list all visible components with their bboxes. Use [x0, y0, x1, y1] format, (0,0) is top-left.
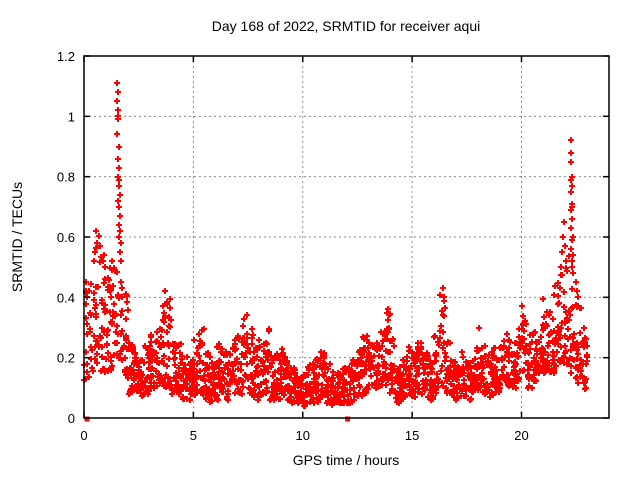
x-axis-label: GPS time / hours [293, 452, 400, 468]
y-tick-label: 0.6 [57, 230, 75, 245]
axes: 0 5 10 15 20 0 0.2 0.4 0.6 0.8 1 1.2 [57, 49, 610, 443]
y-tick-label: 0.2 [57, 351, 75, 366]
chart-title: Day 168 of 2022, SRMTID for receiver aqu… [212, 18, 480, 34]
y-tick-label: 0.4 [57, 290, 75, 305]
y-tick-label: 1 [68, 109, 75, 124]
zero-square-marker [345, 416, 351, 422]
zero-square-marker [84, 416, 90, 422]
x-tick-label: 10 [296, 428, 310, 443]
plot-border [83, 55, 610, 419]
y-axis-label: SRMTID / TECUs [9, 182, 25, 292]
y-tick-label: 0 [68, 411, 75, 426]
data-points-layer [80, 79, 591, 422]
data-points-path [80, 79, 591, 410]
y-tick-label: 0.8 [57, 170, 75, 185]
x-tick-label: 0 [80, 428, 87, 443]
x-tick-label: 5 [190, 428, 197, 443]
x-tick-label: 15 [405, 428, 419, 443]
x-tick-label: 20 [514, 428, 528, 443]
y-tick-label: 1.2 [57, 49, 75, 64]
